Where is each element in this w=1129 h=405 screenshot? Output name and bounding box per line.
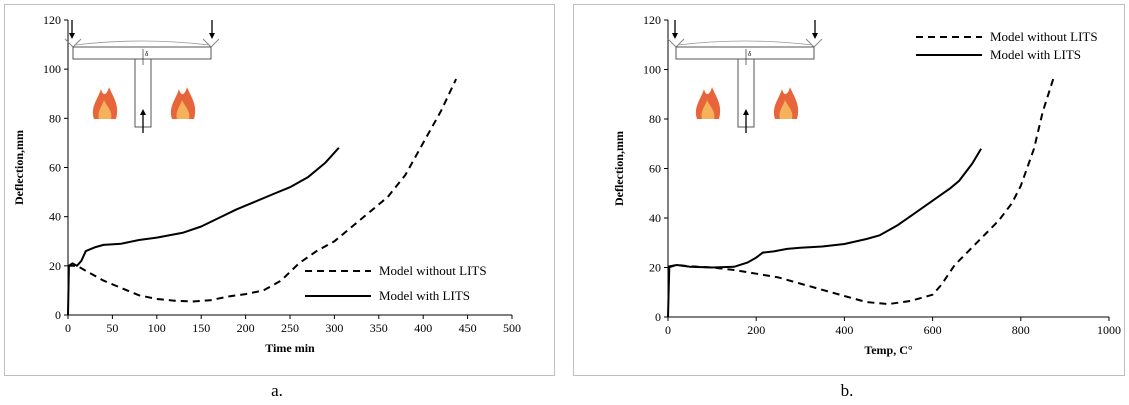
x-tick-label: 150 (192, 321, 210, 335)
beam-flange (73, 47, 211, 59)
beam-schematic: δ (668, 20, 822, 133)
load-arrowhead-left-icon (672, 33, 678, 39)
panel-caption-b: b. (827, 381, 867, 401)
panel-caption-a: a. (257, 381, 297, 401)
x-tick-label: 100 (148, 321, 166, 335)
support-icon (65, 39, 219, 47)
series-line-with-lits (668, 149, 981, 317)
y-tick-label: 80 (649, 112, 661, 126)
load-arrowhead-right-icon (812, 33, 818, 39)
y-tick-label: 40 (649, 211, 661, 225)
y-tick-label: 20 (649, 261, 661, 275)
load-arrowhead-left-icon (69, 33, 75, 39)
x-tick-label: 800 (1012, 323, 1030, 337)
y-tick-label: 120 (643, 13, 661, 27)
x-tick-label: 600 (924, 323, 942, 337)
y-axis-label: Deflection,mm (12, 130, 26, 205)
legend-label: Model with LITS (990, 47, 1081, 62)
y-tick-label: 100 (643, 63, 661, 77)
x-tick-label: 300 (325, 321, 343, 335)
chart-a-svg: 0 20 40 60 80 100 120 0 50 100 150 200 250 300 350 400 4… (5, 5, 556, 377)
x-tick-label: 450 (459, 321, 477, 335)
x-tick-label: 400 (414, 321, 432, 335)
support-icon (668, 39, 822, 47)
y-tick-label: 0 (655, 310, 661, 324)
load-arrowhead-right-icon (209, 33, 215, 39)
y-tick-label: 60 (49, 161, 61, 175)
x-tick-label: 250 (281, 321, 299, 335)
chart-panel-a: 0 20 40 60 80 100 120 0 50 100 150 200 250 300 350 400 4… (4, 4, 555, 376)
y-tick-label: 0 (55, 308, 61, 322)
x-tick-label: 500 (503, 321, 521, 335)
series-line-with-lits (68, 148, 339, 315)
legend-label: Model with LITS (379, 288, 470, 303)
x-tick-label: 0 (65, 321, 71, 335)
y-tick-label: 80 (49, 111, 61, 125)
chart-b-svg: 0 20 40 60 80 100 120 0 200 400 600 800 1000 Temp, C°… (574, 5, 1126, 377)
series-line-without-lits (668, 77, 1054, 304)
deflected-shape-curve (678, 41, 812, 45)
x-axis-label: Temp, C° (864, 343, 913, 357)
beam-flange (676, 47, 814, 59)
x-tick-label: 200 (747, 323, 765, 337)
legend-label: Model without LITS (379, 263, 487, 278)
x-tick-label: 200 (237, 321, 255, 335)
x-tick-label: 350 (370, 321, 388, 335)
legend-label: Model without LITS (990, 29, 1098, 44)
x-axis-label: Time min (265, 341, 315, 355)
y-tick-label: 120 (43, 13, 61, 27)
x-tick-label: 50 (106, 321, 118, 335)
y-axis-label: Deflection,mm (612, 131, 626, 206)
x-tick-label: 1000 (1097, 323, 1121, 337)
x-tick-label: 0 (665, 323, 671, 337)
chart-panel-b: 0 20 40 60 80 100 120 0 200 400 600 800 1000 Temp, C°… (573, 4, 1125, 376)
y-tick-label: 60 (649, 162, 661, 176)
y-tick-label: 20 (49, 259, 61, 273)
y-tick-label: 40 (49, 210, 61, 224)
beam-schematic: δ (65, 20, 219, 133)
x-tick-label: 400 (835, 323, 853, 337)
y-tick-label: 100 (43, 62, 61, 76)
deflected-shape-curve (75, 41, 209, 45)
